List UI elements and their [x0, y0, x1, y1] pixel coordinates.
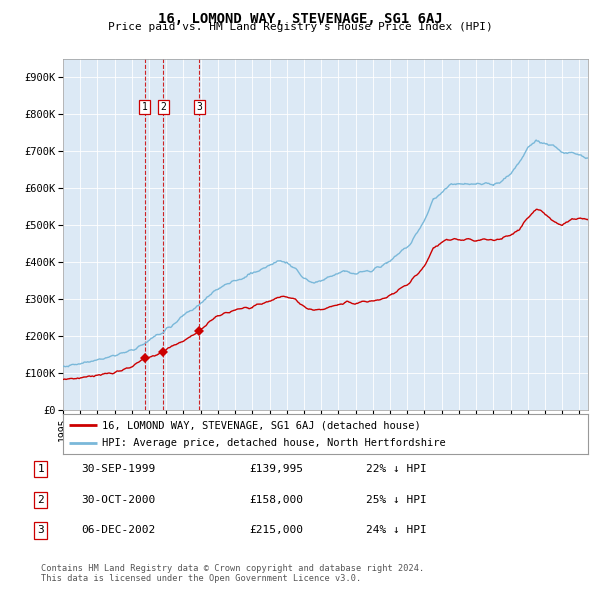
Text: Price paid vs. HM Land Registry's House Price Index (HPI): Price paid vs. HM Land Registry's House …: [107, 22, 493, 32]
Text: 1: 1: [37, 464, 44, 474]
Text: 25% ↓ HPI: 25% ↓ HPI: [366, 495, 427, 504]
Text: 2: 2: [37, 495, 44, 504]
Text: 3: 3: [196, 102, 202, 112]
Text: 30-OCT-2000: 30-OCT-2000: [81, 495, 155, 504]
Text: 1: 1: [142, 102, 148, 112]
Text: 16, LOMOND WAY, STEVENAGE, SG1 6AJ: 16, LOMOND WAY, STEVENAGE, SG1 6AJ: [158, 12, 442, 26]
Text: 2: 2: [160, 102, 166, 112]
Text: 06-DEC-2002: 06-DEC-2002: [81, 526, 155, 535]
Text: £158,000: £158,000: [249, 495, 303, 504]
Text: £215,000: £215,000: [249, 526, 303, 535]
Text: 24% ↓ HPI: 24% ↓ HPI: [366, 526, 427, 535]
Text: 22% ↓ HPI: 22% ↓ HPI: [366, 464, 427, 474]
Text: HPI: Average price, detached house, North Hertfordshire: HPI: Average price, detached house, Nort…: [103, 438, 446, 448]
Text: 16, LOMOND WAY, STEVENAGE, SG1 6AJ (detached house): 16, LOMOND WAY, STEVENAGE, SG1 6AJ (deta…: [103, 420, 421, 430]
Text: £139,995: £139,995: [249, 464, 303, 474]
Text: 3: 3: [37, 526, 44, 535]
Text: Contains HM Land Registry data © Crown copyright and database right 2024.
This d: Contains HM Land Registry data © Crown c…: [41, 563, 424, 583]
Text: 30-SEP-1999: 30-SEP-1999: [81, 464, 155, 474]
